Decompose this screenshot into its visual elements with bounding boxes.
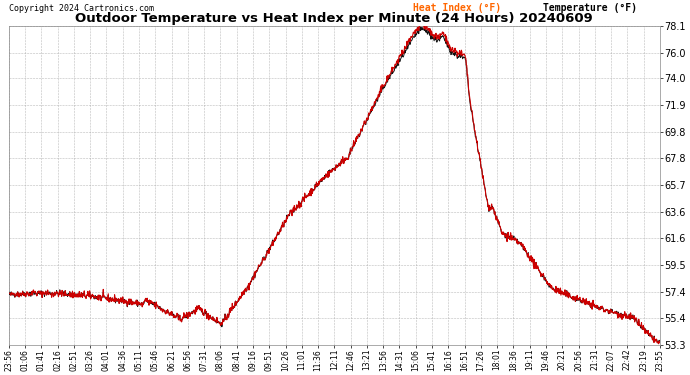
- Title: Outdoor Temperature vs Heat Index per Minute (24 Hours) 20240609: Outdoor Temperature vs Heat Index per Mi…: [75, 12, 593, 24]
- Text: Heat Index (°F): Heat Index (°F): [413, 3, 501, 13]
- Text: Copyright 2024 Cartronics.com: Copyright 2024 Cartronics.com: [9, 4, 154, 13]
- Text: Temperature (°F): Temperature (°F): [543, 3, 637, 13]
